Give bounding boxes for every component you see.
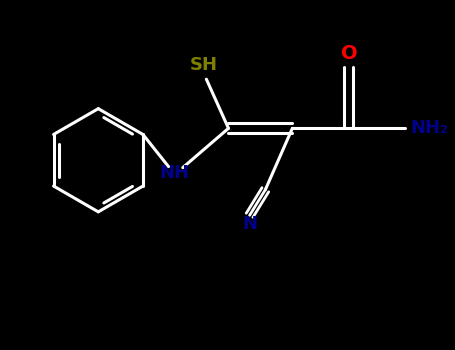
Text: NH₂: NH₂: [410, 119, 448, 137]
Text: NH: NH: [159, 163, 189, 182]
Text: O: O: [340, 44, 357, 63]
Text: N: N: [242, 215, 257, 233]
Text: SH: SH: [190, 56, 218, 75]
